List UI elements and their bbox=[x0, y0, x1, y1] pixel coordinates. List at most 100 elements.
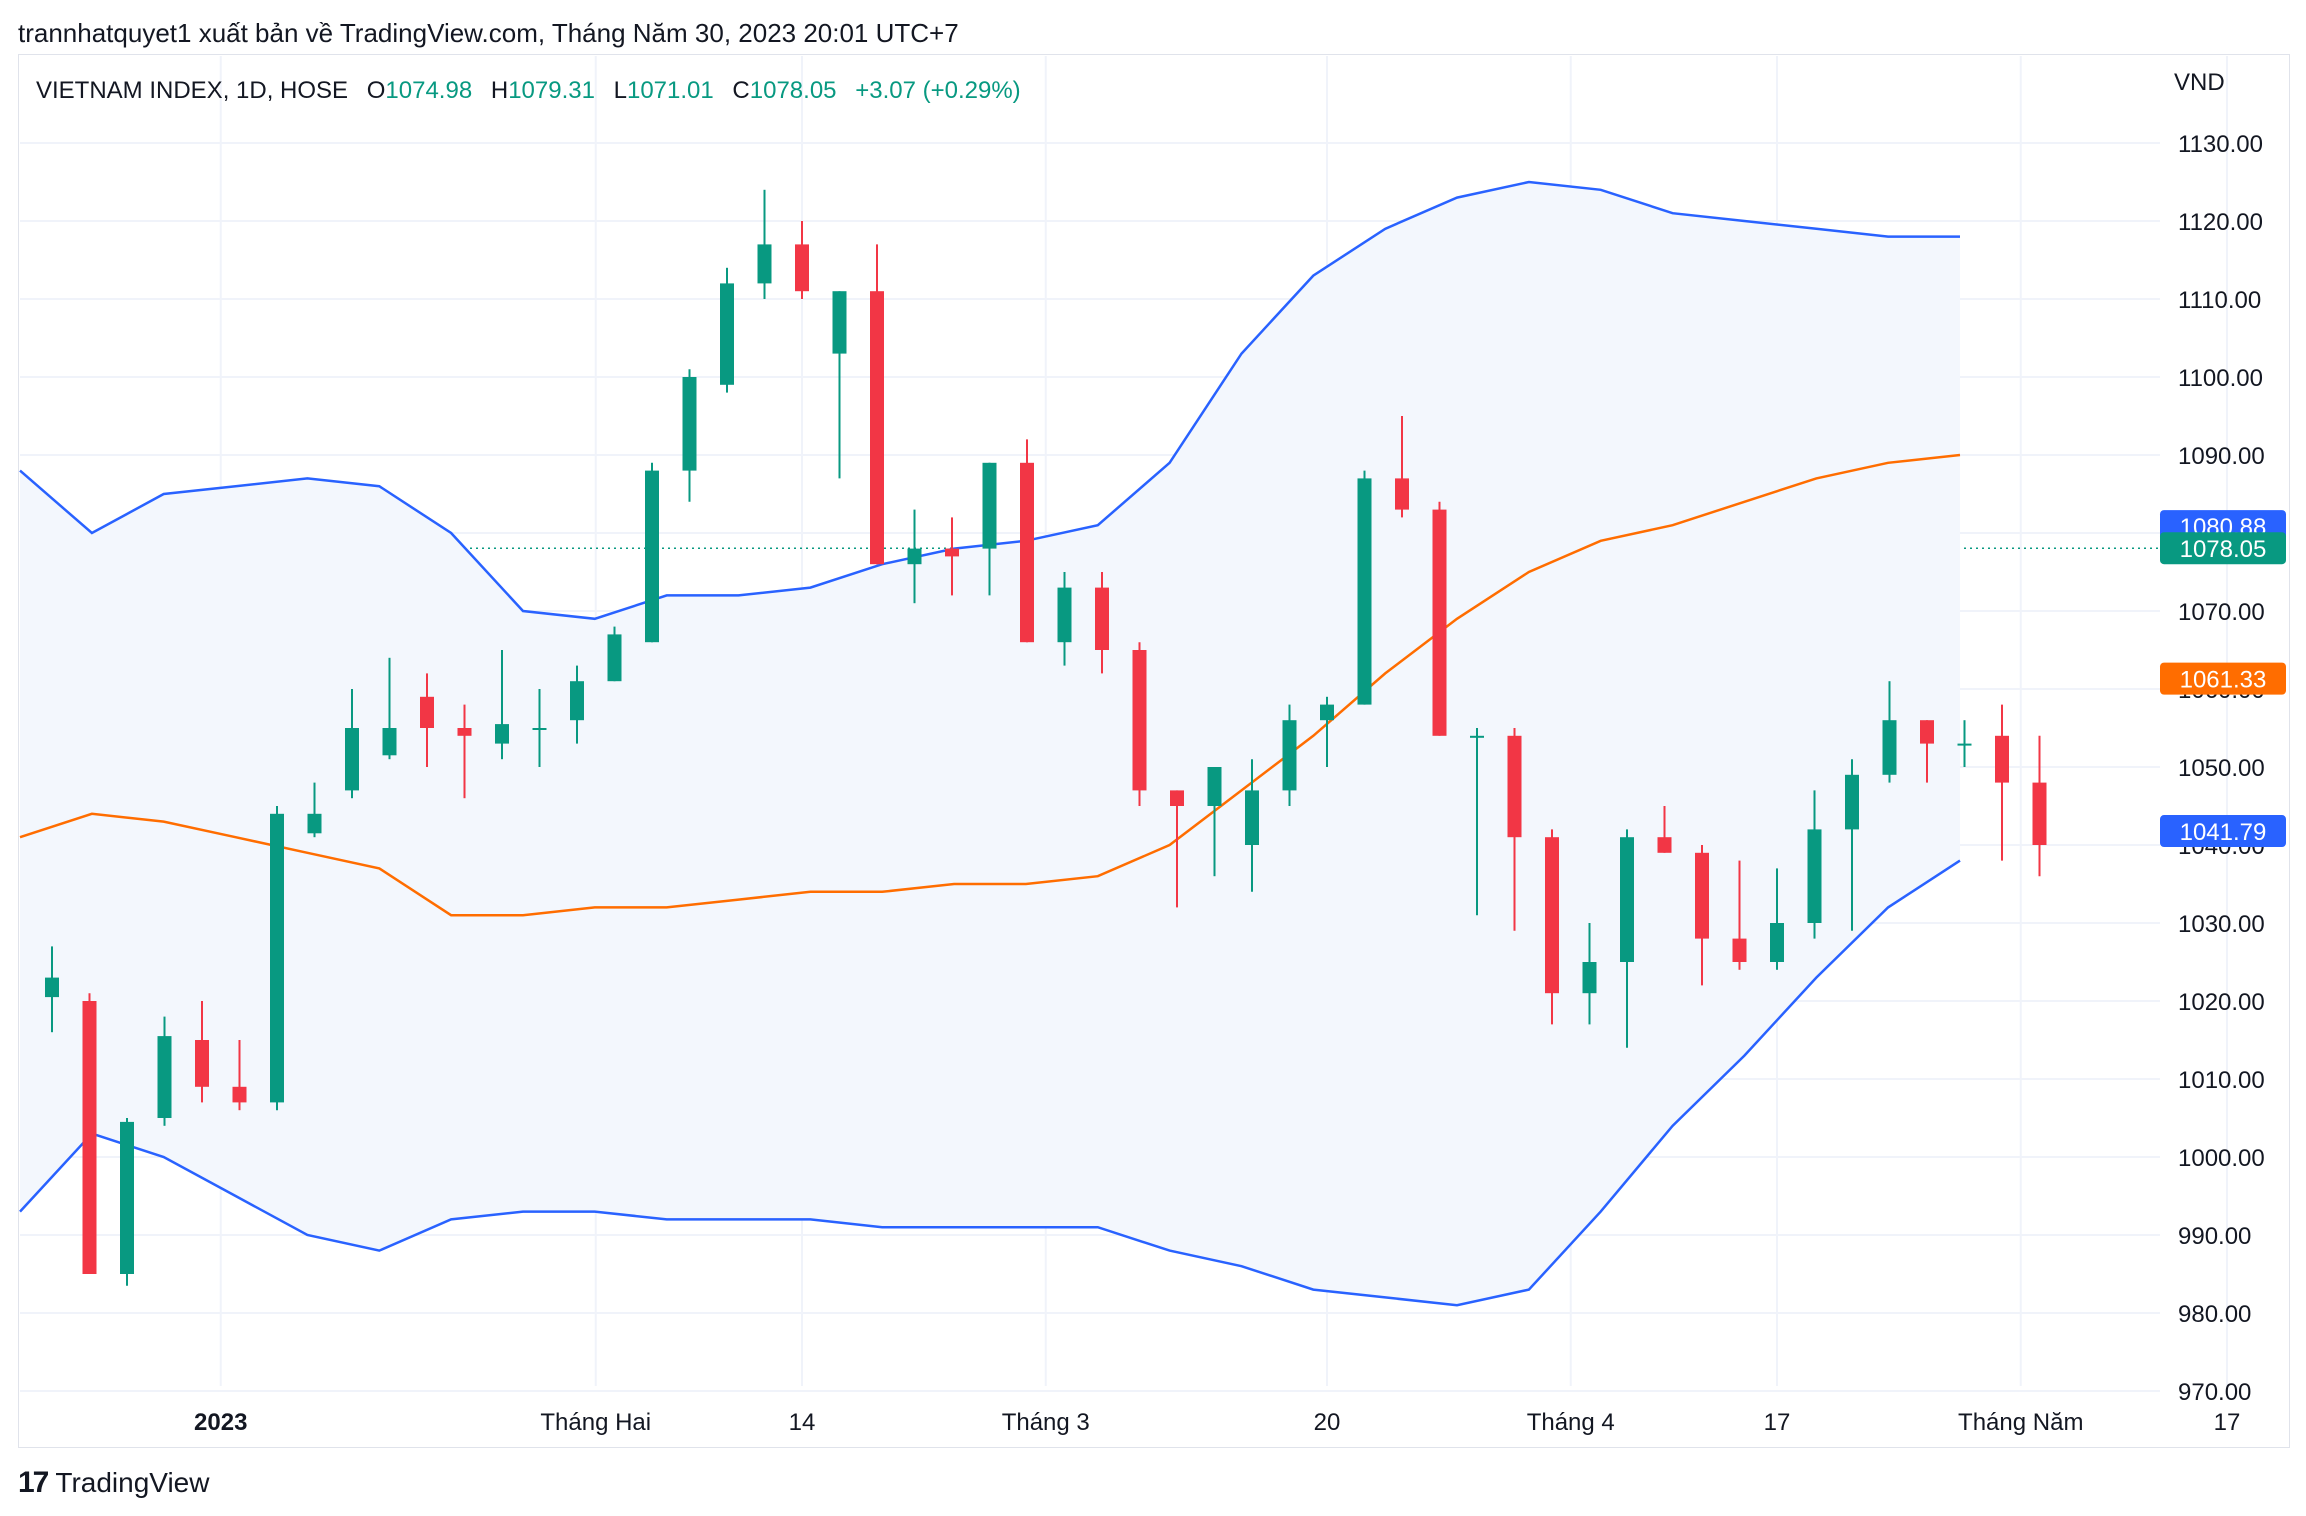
tradingview-brand-name: TradingView bbox=[55, 1467, 210, 1498]
y-tick-label: 1090.00 bbox=[2178, 443, 2265, 470]
candle-body bbox=[232, 1086, 247, 1103]
legend-o-label: O bbox=[367, 77, 386, 104]
price-badge: 1041.79 bbox=[2160, 815, 2286, 848]
candle-body bbox=[195, 1040, 209, 1087]
tradingview-logo[interactable]: 17 TradingView bbox=[18, 1466, 209, 1500]
candle-body bbox=[645, 470, 659, 643]
candle bbox=[120, 1118, 134, 1286]
candle bbox=[532, 689, 547, 767]
candle-body bbox=[45, 977, 59, 998]
tradingview-logo-icon: 17 bbox=[18, 1466, 49, 1499]
legend-c-label: C bbox=[732, 77, 749, 104]
candle-body bbox=[157, 1036, 172, 1118]
candle bbox=[1957, 720, 1972, 767]
x-tick-label: 14 bbox=[789, 1409, 816, 1436]
price-badge-label: 1061.33 bbox=[2180, 667, 2267, 694]
candle-body bbox=[795, 244, 809, 292]
price-badge-bg bbox=[2160, 532, 2286, 565]
candle-body bbox=[1170, 790, 1184, 806]
candle-body bbox=[1657, 837, 1672, 853]
candle bbox=[1207, 767, 1222, 877]
candle bbox=[870, 244, 884, 565]
candle bbox=[1282, 704, 1297, 806]
candle-body bbox=[82, 1001, 97, 1274]
y-tick-label: 1000.00 bbox=[2178, 1145, 2265, 1172]
bb-lower-line bbox=[19, 859, 1961, 1307]
y-tick-label: 1110.00 bbox=[2178, 287, 2261, 314]
candle bbox=[307, 782, 322, 838]
band-fill bbox=[20, 182, 1960, 1306]
candle-body bbox=[345, 728, 359, 791]
candle bbox=[832, 291, 847, 479]
candle bbox=[232, 1040, 247, 1111]
candle-body bbox=[1995, 735, 2009, 783]
candle-body bbox=[120, 1121, 134, 1274]
candle-body bbox=[1395, 478, 1409, 510]
candle-body bbox=[457, 728, 472, 736]
y-tick-label: 1030.00 bbox=[2178, 911, 2265, 938]
candle bbox=[457, 704, 472, 799]
y-tick-label: 1050.00 bbox=[2178, 755, 2265, 782]
candle-body bbox=[1845, 774, 1859, 830]
legend-change: +3.07 (+0.29%) bbox=[855, 77, 1020, 104]
legend-symbol: VIETNAM INDEX, 1D, HOSE bbox=[36, 77, 348, 104]
candle bbox=[495, 650, 509, 760]
x-tick-label: 20 bbox=[1314, 1409, 1341, 1436]
candle bbox=[1170, 790, 1184, 908]
candle-body bbox=[1095, 587, 1109, 650]
candle bbox=[1020, 439, 1034, 643]
candle bbox=[1882, 681, 1897, 783]
y-tick-label: 1020.00 bbox=[2178, 989, 2265, 1016]
candle-body bbox=[1357, 478, 1372, 705]
candle bbox=[382, 657, 397, 760]
candle-body bbox=[1132, 650, 1147, 791]
legend-l-label: L bbox=[614, 77, 627, 104]
price-badge-bg bbox=[2160, 662, 2286, 695]
candle-body bbox=[607, 634, 622, 682]
candle bbox=[1057, 572, 1072, 666]
candle bbox=[270, 806, 284, 1111]
candle bbox=[907, 509, 922, 604]
candle-body bbox=[907, 548, 922, 565]
candle-body bbox=[870, 291, 884, 565]
candle bbox=[1507, 728, 1522, 931]
candle bbox=[420, 673, 434, 767]
candle bbox=[720, 267, 734, 393]
candle bbox=[682, 369, 697, 502]
chart-frame[interactable] bbox=[18, 54, 2290, 1448]
price-badge-label: 1041.79 bbox=[2180, 819, 2267, 846]
candle-body bbox=[382, 728, 397, 756]
candle-body bbox=[1545, 837, 1559, 994]
price-badge-bg bbox=[2160, 815, 2286, 848]
y-tick-label: 1010.00 bbox=[2178, 1067, 2265, 1094]
candle bbox=[795, 221, 809, 299]
y-tick-label: 1100.00 bbox=[2178, 365, 2263, 392]
y-tick-label: 1130.00 bbox=[2178, 131, 2263, 158]
y-tick-label: 1120.00 bbox=[2178, 209, 2263, 236]
y-tick-label: 1070.00 bbox=[2178, 599, 2265, 626]
candle bbox=[1732, 860, 1747, 970]
candle bbox=[1470, 728, 1484, 916]
candle bbox=[1995, 704, 2009, 861]
x-tick-label: 17 bbox=[2214, 1409, 2241, 1436]
candle-body bbox=[2032, 782, 2047, 845]
y-tick-label: 990.00 bbox=[2178, 1223, 2251, 1250]
x-tick-label: Tháng 4 bbox=[1527, 1409, 1615, 1436]
candle-body bbox=[1320, 704, 1334, 721]
candle bbox=[2032, 735, 2047, 877]
x-tick-label: Tháng 3 bbox=[1002, 1409, 1090, 1436]
candle-body bbox=[1920, 720, 1934, 744]
candle bbox=[1920, 720, 1934, 783]
candle-body bbox=[1282, 720, 1297, 791]
legend-h-label: H bbox=[491, 77, 508, 104]
legend-l-value: 1071.01 bbox=[627, 77, 714, 104]
x-tick-label: 2023 bbox=[194, 1409, 247, 1436]
candle bbox=[1620, 829, 1634, 1048]
candle-body bbox=[270, 813, 284, 1103]
candle-body bbox=[1882, 720, 1897, 775]
candle bbox=[607, 626, 622, 682]
bollinger-band bbox=[19, 180, 1961, 1307]
price-axis: 1130.001120.001110.001100.001090.001080.… bbox=[2178, 131, 2265, 1406]
candle bbox=[645, 462, 659, 643]
